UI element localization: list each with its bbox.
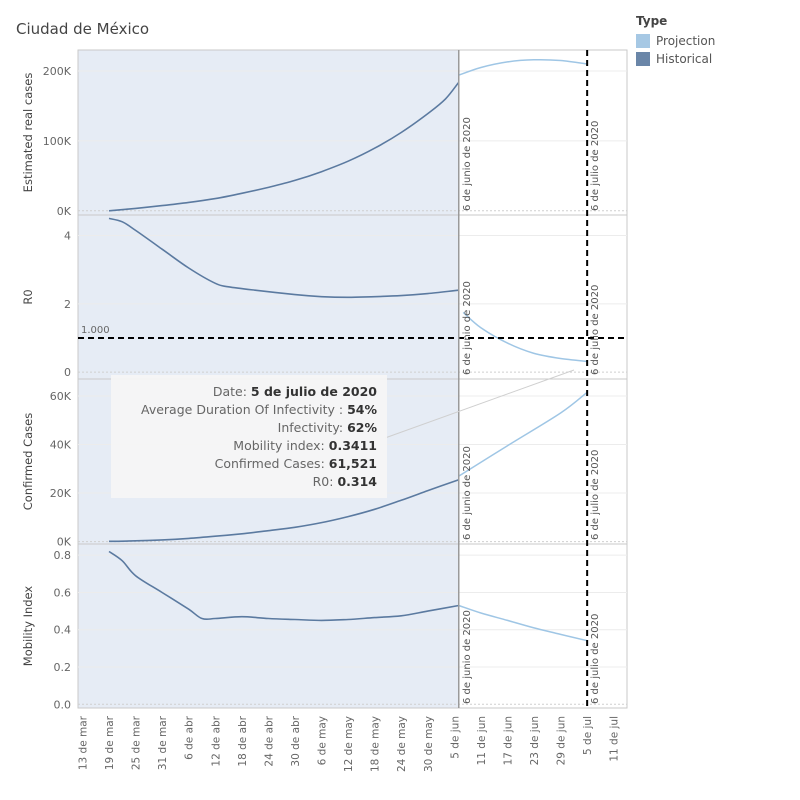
series-line-projection <box>462 311 588 363</box>
series-line-projection <box>458 604 588 642</box>
r0-threshold-label: 1.000 <box>81 325 110 336</box>
y-tick-label: 0.6 <box>54 586 72 599</box>
y-axis-title: R0 <box>21 289 35 304</box>
selected-date-label: 6 de julio de 2020 <box>590 614 601 704</box>
tooltip-row-r0: R0: 0.314 <box>312 474 377 489</box>
x-tick-label: 25 de mar <box>131 715 143 770</box>
y-tick-label: 0 <box>64 366 71 379</box>
y-tick-label: 20K <box>50 487 72 500</box>
y-axis-title: Mobility Index <box>21 586 35 667</box>
y-tick-label: 0.4 <box>54 624 72 637</box>
tooltip: Date: 5 de julio de 2020 Average Duratio… <box>111 375 387 498</box>
series-line-historical <box>108 550 459 622</box>
legend-label-historical: Historical <box>656 52 713 66</box>
legend-title: Type <box>636 14 668 28</box>
x-tick-label: 5 de jul <box>582 716 594 755</box>
y-tick-label: 200K <box>43 65 72 78</box>
series-line-projection <box>458 391 588 477</box>
y-tick-label: 0.0 <box>54 698 72 711</box>
tooltip-row-duration: Average Duration Of Infectivity : 54% <box>141 402 377 417</box>
x-tick-label: 6 de may <box>317 716 329 765</box>
series-line-historical <box>108 81 460 212</box>
panel-frame <box>77 543 628 709</box>
x-tick-label: 12 de abr <box>210 715 222 766</box>
tooltip-row-mobility: Mobility index: 0.3411 <box>233 438 377 453</box>
y-tick-label: 40K <box>50 439 72 452</box>
series-line-historical <box>108 217 459 299</box>
y-tick-label: 0.2 <box>54 661 72 674</box>
tooltip-connector <box>384 369 575 439</box>
y-tick-label: 2 <box>64 298 71 311</box>
x-tick-label: 18 de may <box>370 716 382 772</box>
x-tick-label: 12 de may <box>343 716 355 772</box>
y-tick-label: 0.8 <box>54 549 72 562</box>
legend-item-projection[interactable]: Projection <box>636 34 715 48</box>
x-tick-label: 23 de jun <box>529 716 541 765</box>
current-date-label: 6 de junio de 2020 <box>462 281 473 375</box>
x-tick-label: 31 de mar <box>157 715 169 770</box>
legend-swatch-projection <box>636 34 650 48</box>
x-tick-label: 6 de abr <box>184 715 196 760</box>
x-tick-label: 17 de jun <box>502 716 514 765</box>
selected-date-label: 6 de julio de 2020 <box>590 450 601 540</box>
x-tick-label: 13 de mar <box>77 715 89 770</box>
y-axis-title: Confirmed Cases <box>21 413 35 511</box>
x-tick-label: 29 de jun <box>556 716 568 765</box>
y-tick-label: 60K <box>50 390 72 403</box>
selected-date-label: 6 de julio de 2020 <box>590 285 601 375</box>
x-tick-label: 5 de jun <box>449 716 461 759</box>
tooltip-row-infectivity: Infectivity: 62% <box>277 420 377 435</box>
series-line-historical <box>108 478 460 543</box>
current-date-label: 6 de junio de 2020 <box>462 117 473 211</box>
x-tick-label: 11 de jun <box>476 716 488 765</box>
y-axis-title: Estimated real cases <box>21 73 35 193</box>
current-date-label: 6 de junio de 2020 <box>462 446 473 540</box>
y-tick-label: 4 <box>64 230 71 243</box>
y-tick-label: 100K <box>43 135 72 148</box>
y-tick-label: 0K <box>57 536 72 549</box>
legend: Type Projection Historical <box>636 14 715 70</box>
legend-label-projection: Projection <box>656 34 716 48</box>
tooltip-row-date: Date: 5 de julio de 2020 <box>212 384 377 399</box>
x-tick-label: 24 de abr <box>263 715 275 766</box>
legend-swatch-historical <box>636 52 650 66</box>
y-tick-label: 0K <box>57 205 72 218</box>
x-tick-label: 30 de may <box>423 716 435 772</box>
legend-item-historical[interactable]: Historical <box>636 52 715 66</box>
x-tick-label: 30 de abr <box>290 715 302 766</box>
selected-date-label: 6 de julio de 2020 <box>590 121 601 211</box>
tooltip-row-confirmed: Confirmed Cases: 61,521 <box>214 456 377 471</box>
current-date-label: 6 de junio de 2020 <box>462 610 473 704</box>
x-tick-label: 18 de abr <box>237 715 249 766</box>
chart-title: Ciudad de México <box>16 20 150 38</box>
x-tick-label: 11 de jul <box>609 716 621 762</box>
series-line-projection <box>458 58 588 76</box>
x-tick-label: 19 de mar <box>104 715 116 770</box>
x-tick-label: 24 de may <box>396 716 408 772</box>
